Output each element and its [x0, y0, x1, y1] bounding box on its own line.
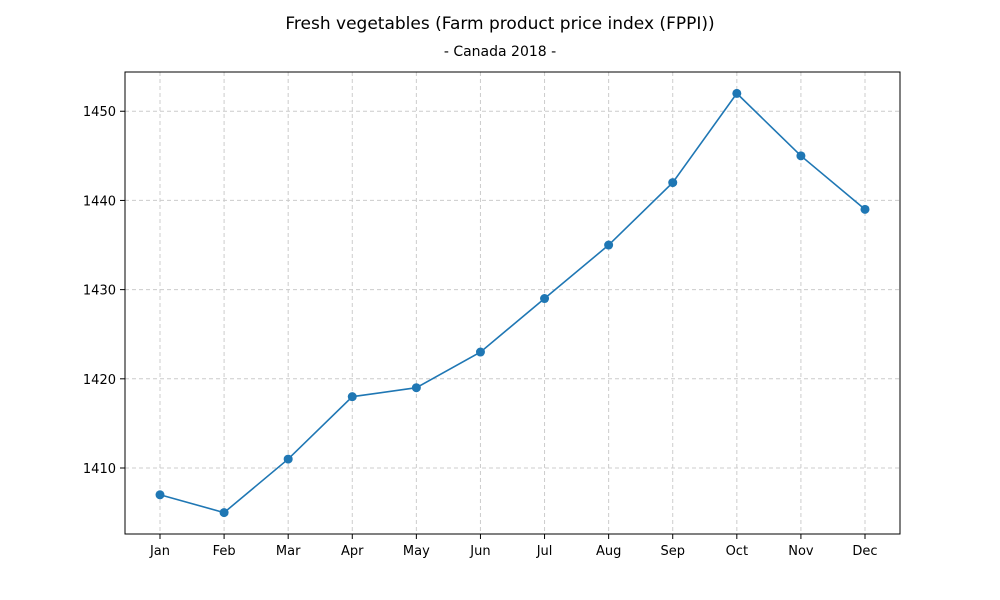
x-tick-label: Jan: [149, 544, 170, 559]
data-point-sep: [668, 178, 678, 188]
data-point-jun: [475, 347, 485, 357]
x-tick-label: Mar: [276, 544, 301, 559]
y-tick-label: 1410: [83, 462, 116, 477]
x-axis: Jan Feb Mar Apr May Jun Jul Aug Sep Oct Nov Dec: [149, 534, 878, 559]
y-tick-label: 1420: [83, 373, 116, 388]
y-axis: 1410 1420 1430 1440 1450: [83, 105, 125, 477]
x-tick-label: May: [403, 544, 430, 559]
x-tick-label: Oct: [726, 544, 748, 559]
x-tick-label: Feb: [213, 544, 236, 559]
y-tick-label: 1450: [83, 105, 116, 120]
data-point-jan: [155, 490, 165, 500]
chart-subtitle: - Canada 2018 -: [443, 44, 557, 60]
x-tick-label: Nov: [788, 544, 814, 559]
data-point-may: [411, 383, 421, 393]
series-line: [159, 92, 866, 514]
y-tick-label: 1430: [83, 284, 116, 299]
chart-title: Fresh vegetables (Farm product price ind…: [285, 14, 715, 34]
data-point-aug: [604, 240, 614, 250]
x-tick-label: Sep: [660, 544, 685, 559]
data-point-dec: [860, 204, 870, 214]
data-point-nov: [796, 151, 806, 161]
x-tick-label: Dec: [852, 544, 877, 559]
x-tick-label: Jun: [469, 544, 490, 559]
data-point-mar: [283, 454, 293, 464]
data-point-oct: [732, 88, 742, 98]
data-point-feb: [219, 508, 229, 518]
x-tick-label: Apr: [341, 544, 364, 559]
x-tick-label: Aug: [596, 544, 621, 559]
grid-lines: [125, 72, 900, 534]
plot-frame: [124, 71, 901, 535]
series-layer: [155, 88, 870, 518]
data-point-apr: [347, 392, 357, 402]
x-tick-label: Jul: [536, 544, 553, 559]
y-tick-label: 1440: [83, 194, 116, 209]
data-point-jul: [540, 294, 550, 304]
